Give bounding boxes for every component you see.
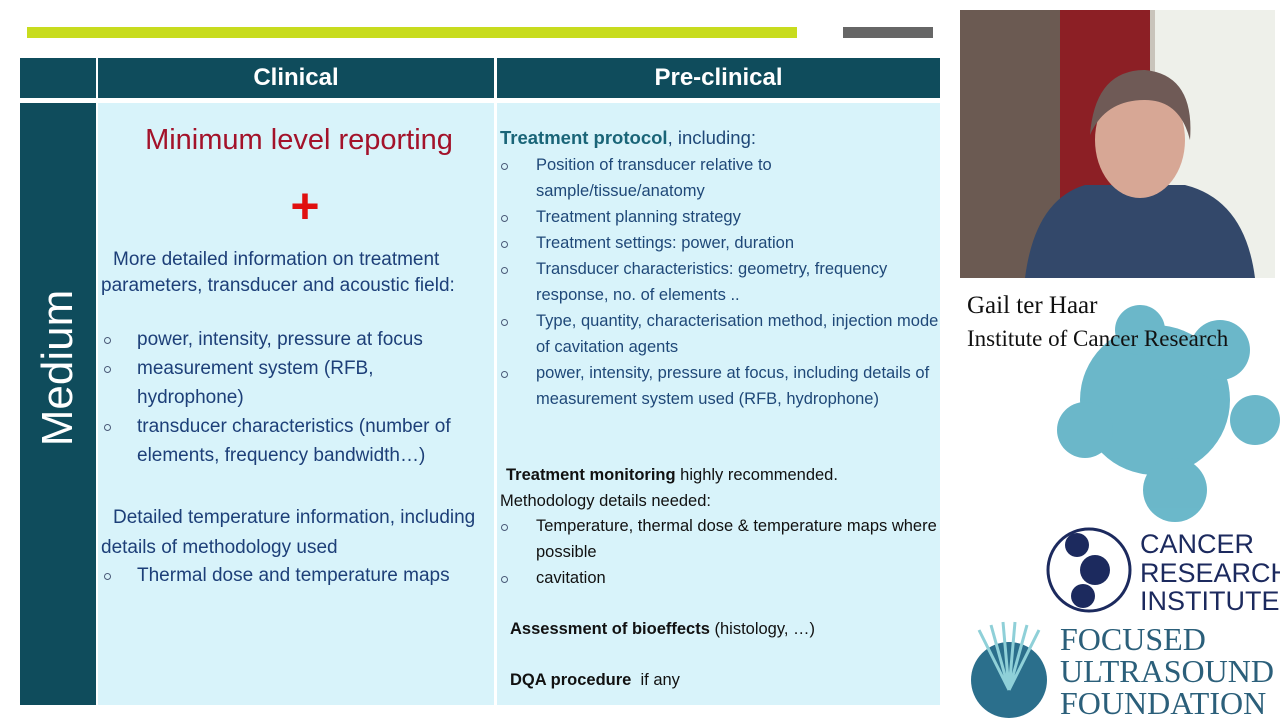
gray-bar: [843, 27, 933, 38]
speaker-affiliation: Institute of Cancer Research: [967, 326, 1229, 351]
bullet: Transducer characteristics: geometry, fr…: [500, 256, 940, 308]
background-virus: [1057, 305, 1280, 522]
fus-line: ULTRASOUND: [1060, 653, 1274, 689]
protocol: Treatment protocol, including:: [500, 125, 756, 151]
webcam-person-face: [1095, 82, 1185, 198]
bullet: power, intensity, pressure at focus, inc…: [500, 360, 940, 412]
bioeffects: Assessment of bioeffects (histology, …): [510, 616, 815, 642]
cri-line: CANCER: [1140, 529, 1254, 559]
bullet: Treatment planning strategy: [500, 204, 940, 230]
bullet: Treatment settings: power, duration: [500, 230, 940, 256]
plus: +: [290, 178, 320, 234]
row-label-cell: Medium: [20, 103, 96, 705]
clinical-temp-intro: Detailed temperature information, includ…: [101, 507, 476, 558]
clinical-cell: [98, 103, 494, 705]
bullet: transducer characteristics (number of el…: [101, 412, 493, 470]
bullet: measurement system (RFB, hydrophone): [101, 354, 493, 412]
monitoring-line2: Methodology details needed:: [500, 492, 711, 510]
dqa-rest: if any: [631, 671, 680, 689]
webcam-person-body: [1025, 185, 1255, 278]
clinical-temp-bullets: Thermal dose and temperature maps: [101, 561, 493, 590]
side-panel: Gail ter Haar Institute of Cancer Resear…: [960, 10, 1280, 720]
preclinical-cell: [497, 103, 940, 705]
clinical-bullets: power, intensity, pressure at focus meas…: [101, 325, 493, 470]
header-corner: [20, 58, 96, 98]
dqa-bold: DQA procedure: [510, 671, 632, 689]
clinical-intro: More detailed information on treatment p…: [101, 249, 455, 296]
monitoring: Treatment monitoring highly recommended.…: [500, 462, 940, 514]
bullet: Thermal dose and temperature maps: [101, 561, 493, 590]
fus-line: FOUNDATION: [1060, 685, 1266, 720]
bioeffects-rest: (histology, …): [709, 620, 816, 638]
dqa: DQA procedure if any: [510, 667, 680, 693]
protocol-rest: , including:: [667, 127, 757, 148]
cri-line: RESEARCH: [1140, 558, 1280, 588]
monitoring-bold: Treatment monitoring: [506, 466, 676, 484]
bioeffects-bold: Assessment of bioeffects: [510, 620, 710, 638]
fus-line: FOCUSED: [1060, 621, 1206, 657]
bullet: Position of transducer relative to sampl…: [500, 152, 940, 204]
clinical-heading: Minimum level reporting: [145, 124, 453, 156]
protocol-bold: Treatment protocol: [500, 127, 668, 148]
row-label: Medium: [33, 289, 82, 447]
cri-line: INSTITUTE.: [1140, 586, 1280, 616]
header-preclinical: Pre-clinical: [497, 58, 940, 98]
bullet: cavitation: [500, 565, 940, 591]
monitoring-bullets: Temperature, thermal dose & temperature …: [500, 513, 940, 591]
speaker-name: Gail ter Haar: [967, 292, 1098, 319]
protocol-bullets: Position of transducer relative to sampl…: [500, 152, 940, 412]
cri-logo: CANCER RESEARCH INSTITUTE.: [1046, 527, 1280, 616]
header-clinical: Clinical: [98, 58, 494, 98]
bullet: Type, quantity, characterisation method,…: [500, 308, 940, 360]
monitoring-rest: highly recommended.: [675, 466, 838, 484]
bullet: Temperature, thermal dose & temperature …: [500, 513, 940, 565]
accent-bar: [27, 27, 797, 38]
webcam-person-hair: [1090, 70, 1191, 140]
fus-logo: FOCUSED ULTRASOUND FOUNDATION: [971, 621, 1274, 720]
bullet: power, intensity, pressure at focus: [101, 325, 493, 354]
